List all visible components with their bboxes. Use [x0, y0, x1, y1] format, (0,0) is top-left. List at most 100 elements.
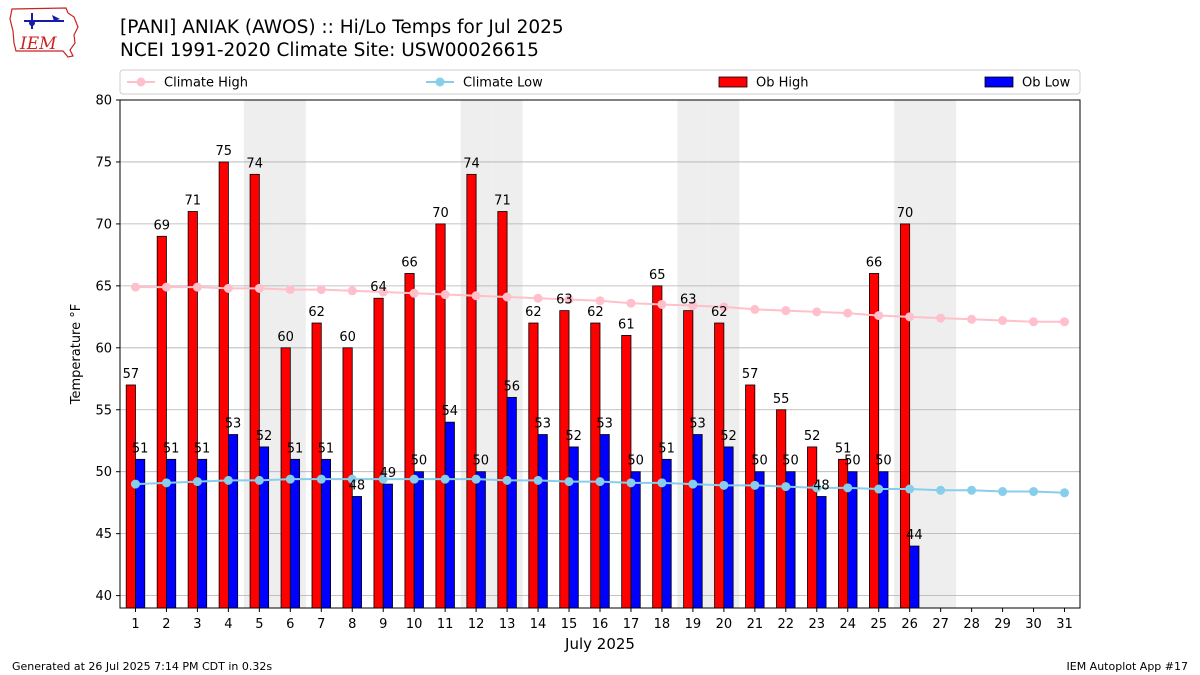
y-tick-label: 75	[95, 155, 112, 170]
ob-high-bar	[497, 211, 508, 609]
chart-subtitle: NCEI 1991-2020 Climate Site: USW00026615	[120, 40, 539, 61]
climate-high-point	[440, 290, 450, 300]
ob-high-value-label: 66	[401, 255, 418, 270]
climate-lines	[130, 282, 1070, 498]
ob-low-legend-swatch	[984, 76, 1014, 88]
climate-high-point	[719, 302, 729, 312]
climate-low-point	[285, 474, 295, 484]
climate-high-point	[936, 313, 946, 323]
ob-high-value-label: 51	[835, 441, 852, 456]
x-tick-label: 2	[162, 617, 170, 632]
ob-high-value-label: 60	[339, 330, 356, 345]
climate-high-point	[564, 294, 574, 304]
climate-high-point	[378, 287, 388, 297]
ob-high-bar	[528, 322, 539, 609]
bars	[125, 161, 920, 609]
x-tick-label: 13	[499, 617, 516, 632]
ob-high-value-label: 57	[742, 367, 759, 382]
climate-low-point	[967, 485, 977, 495]
x-tick-label: 20	[716, 617, 733, 632]
ob-low-bar	[413, 471, 424, 609]
ob-high-bar	[404, 273, 415, 609]
x-tick-label: 7	[317, 617, 325, 632]
y-tick-label: 60	[95, 341, 112, 356]
climate-low-point	[812, 483, 822, 493]
climate-high-point	[626, 298, 636, 308]
y-tick-label: 50	[95, 465, 112, 480]
x-tick-label: 15	[561, 617, 578, 632]
x-tick-label: 4	[224, 617, 232, 632]
climate-low-point	[378, 474, 388, 484]
ob-low-bar	[227, 434, 239, 609]
climate-high-point	[595, 296, 605, 306]
x-tick-label: 28	[963, 617, 980, 632]
ob-low-value-label: 52	[720, 429, 737, 444]
x-tick-label: 27	[932, 617, 949, 632]
climate-high-point	[688, 301, 698, 311]
climate-low-point	[874, 484, 884, 494]
climate-low-point	[657, 478, 667, 488]
climate-low-point	[843, 483, 853, 493]
climate-high-point	[874, 311, 884, 321]
climate-low-point	[347, 474, 357, 484]
x-tick-label: 18	[654, 617, 671, 632]
climate-low-point	[905, 484, 915, 494]
ob-low-value-label: 48	[813, 478, 830, 493]
climate-low-point	[1060, 488, 1070, 498]
ob-low-value-label: 51	[132, 441, 149, 456]
y-tick-label: 45	[95, 527, 112, 542]
x-tick-label: 12	[468, 617, 485, 632]
x-tick-label: 23	[809, 617, 826, 632]
climate-high-point	[254, 283, 264, 293]
ob-low-value-label: 44	[906, 528, 923, 543]
x-tick-label: 10	[406, 617, 423, 632]
ob-low-value-label: 50	[751, 454, 768, 469]
ob-high-bar	[745, 384, 756, 609]
ob-high-value-label: 62	[587, 305, 604, 320]
y-tick-label: 55	[95, 403, 112, 418]
x-tick-label: 16	[592, 617, 609, 632]
ob-high-bar	[125, 384, 136, 609]
climate-low-point	[471, 474, 481, 484]
ob-low-value-label: 51	[318, 441, 335, 456]
x-tick-label: 31	[1056, 617, 1073, 632]
ob-high-bar	[559, 310, 570, 609]
climate-high-point	[781, 306, 791, 316]
climate-high-point	[192, 282, 202, 292]
climate-low-point	[998, 487, 1008, 497]
ob-low-bar	[351, 496, 362, 609]
climate-low-legend-marker	[435, 77, 445, 87]
ob-low-value-label: 54	[442, 404, 459, 419]
climate-high-point	[316, 285, 326, 295]
ob-low-bar	[909, 545, 920, 609]
x-tick-label: 9	[379, 617, 387, 632]
ob-low-bar	[475, 471, 486, 609]
ob-high-bar	[218, 161, 229, 609]
ob-high-value-label: 69	[154, 218, 171, 233]
ob-high-bar	[838, 458, 849, 609]
ob-high-bar	[714, 322, 725, 609]
y-tick-label: 40	[95, 589, 112, 604]
ob-high-legend-label: Ob High	[756, 76, 809, 91]
ob-high-bar	[807, 446, 818, 609]
climate-high-point	[1029, 317, 1039, 327]
climate-high-point	[502, 292, 512, 302]
climate-high-point	[533, 293, 543, 303]
ob-low-value-label: 50	[627, 454, 644, 469]
ob-high-bar	[621, 335, 632, 609]
climate-low-point	[936, 485, 946, 495]
weekend-band	[925, 100, 957, 608]
climate-high-point	[657, 299, 667, 309]
iem-logo: IEM	[9, 7, 79, 58]
legend-box	[119, 69, 1081, 95]
ob-low-legend-label: Ob Low	[1022, 76, 1071, 91]
ob-high-bar	[899, 223, 911, 609]
x-tick-label: 11	[437, 617, 454, 632]
ob-high-value-label: 60	[277, 330, 294, 345]
x-tick-label: 1	[131, 617, 139, 632]
ob-high-value-label: 63	[680, 293, 697, 308]
logo-text: IEM	[19, 34, 57, 54]
ob-low-value-label: 51	[658, 441, 675, 456]
climate-low-legend-label: Climate Low	[463, 76, 543, 91]
climate-low-point	[161, 478, 171, 488]
